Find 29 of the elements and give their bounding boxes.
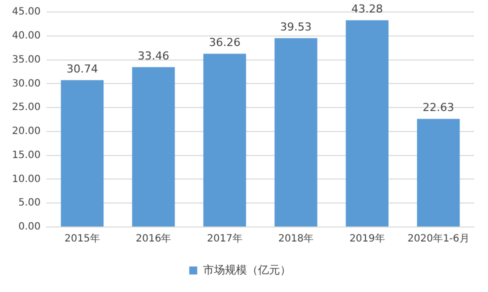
bar xyxy=(132,67,175,226)
y-tick-label: 45.00 xyxy=(12,6,41,18)
data-label: 33.46 xyxy=(138,49,170,62)
y-tick-label: 15.00 xyxy=(12,150,41,161)
y-tick-label: 30.00 xyxy=(12,78,41,90)
x-tick-label: 2017年 xyxy=(206,232,242,245)
x-tick-label: 2020年1-6月 xyxy=(407,232,470,245)
y-tick-label: 5.00 xyxy=(18,198,41,209)
legend-label: 市场规模（亿元） xyxy=(202,263,291,276)
x-tick-label: 2016年 xyxy=(136,232,172,245)
x-tick-label: 2015年 xyxy=(64,232,100,245)
data-label: 36.26 xyxy=(208,36,240,50)
data-label: 39.53 xyxy=(280,20,312,34)
y-tick-label: 35.00 xyxy=(12,54,41,66)
y-tick-label: 20.00 xyxy=(12,126,41,138)
x-tick-label: 2018年 xyxy=(278,232,314,245)
bar xyxy=(346,20,389,226)
bar xyxy=(274,38,318,226)
bar xyxy=(60,80,104,226)
data-label: 43.28 xyxy=(351,2,383,16)
data-label: 22.63 xyxy=(422,101,454,114)
y-tick-label: 0.00 xyxy=(18,222,41,233)
y-tick-label: 10.00 xyxy=(12,174,41,185)
data-label: 30.74 xyxy=(66,62,98,76)
y-tick-label: 25.00 xyxy=(12,102,41,114)
bar xyxy=(417,118,460,226)
bar xyxy=(203,54,246,226)
x-tick-label: 2019年 xyxy=(349,232,385,245)
y-tick-label: 40.00 xyxy=(12,30,41,42)
